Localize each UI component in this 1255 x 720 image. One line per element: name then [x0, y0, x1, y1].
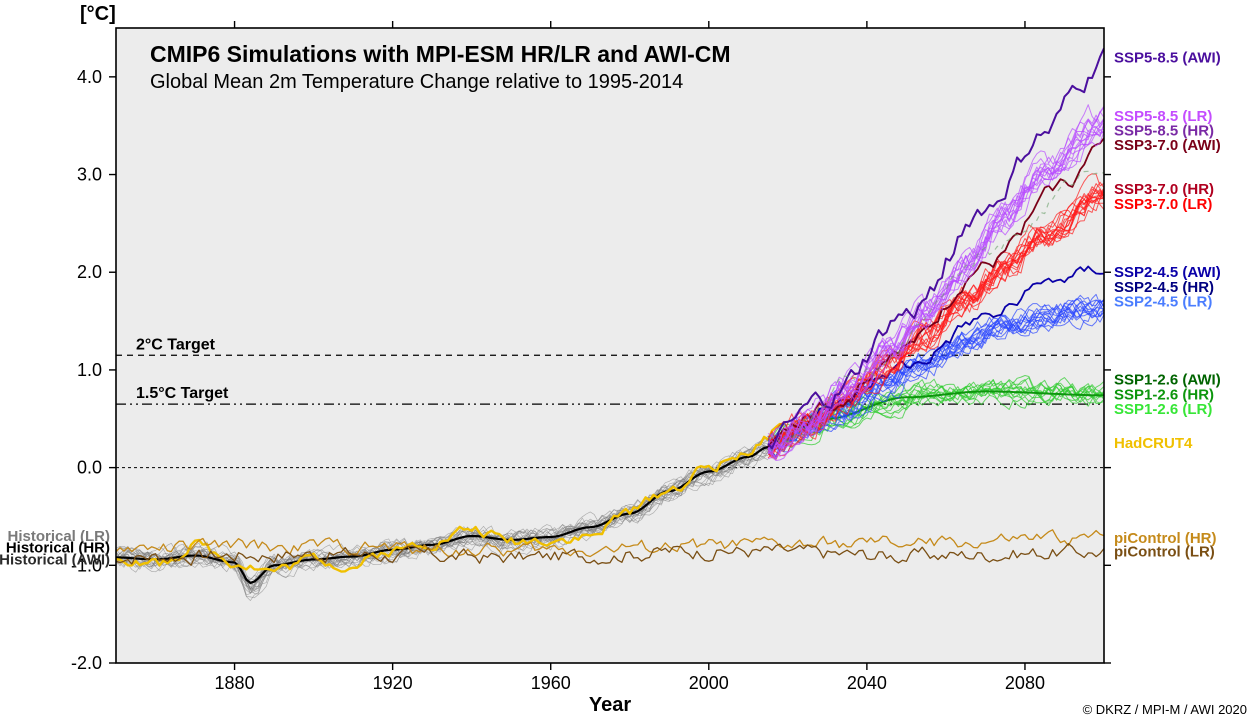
y-axis-title: [°C] [80, 3, 116, 25]
x-tick-label: 2080 [1005, 673, 1045, 693]
y-tick-label: 3.0 [77, 165, 102, 185]
x-tick-label: 1920 [373, 673, 413, 693]
reference-line-label: 1.5°C Target [136, 385, 229, 402]
y-tick-label: 1.0 [77, 360, 102, 380]
series-label-right: piControl (LR) [1114, 544, 1215, 561]
series-label-right: SSP3-7.0 (AWI) [1114, 137, 1221, 154]
y-tick-label: -2.0 [71, 653, 102, 673]
chart-title: CMIP6 Simulations with MPI-ESM HR/LR and… [150, 41, 731, 67]
x-axis-title: Year [589, 694, 631, 716]
series-label-left: Historical (AWI) [0, 551, 110, 568]
y-tick-label: 2.0 [77, 262, 102, 282]
series-label-right: SSP3-7.0 (LR) [1114, 196, 1212, 213]
x-tick-label: 1880 [215, 673, 255, 693]
reference-line-label: 2°C Target [136, 336, 216, 353]
series-label-right: SSP5-8.5 (AWI) [1114, 49, 1221, 66]
credit: © DKRZ / MPI-M / AWI 2020 [1083, 702, 1247, 717]
y-tick-label: 4.0 [77, 67, 102, 87]
series-label-right: SSP2-4.5 (LR) [1114, 294, 1212, 311]
chart-svg: 1.5°C Target 2°C Target 1880 1920 1960 2000 20… [0, 0, 1255, 720]
series-label-right: HadCRUT4 [1114, 435, 1193, 452]
chart-container: 1.5°C Target 2°C Target 1880 1920 1960 2000 20… [0, 0, 1255, 720]
x-tick-label: 2000 [689, 673, 729, 693]
x-tick-label: 1960 [531, 673, 571, 693]
chart-subtitle: Global Mean 2m Temperature Change relati… [150, 71, 683, 93]
x-tick-label: 2040 [847, 673, 887, 693]
series-label-right: SSP1-2.6 (LR) [1114, 401, 1212, 418]
y-tick-label: 0.0 [77, 458, 102, 478]
